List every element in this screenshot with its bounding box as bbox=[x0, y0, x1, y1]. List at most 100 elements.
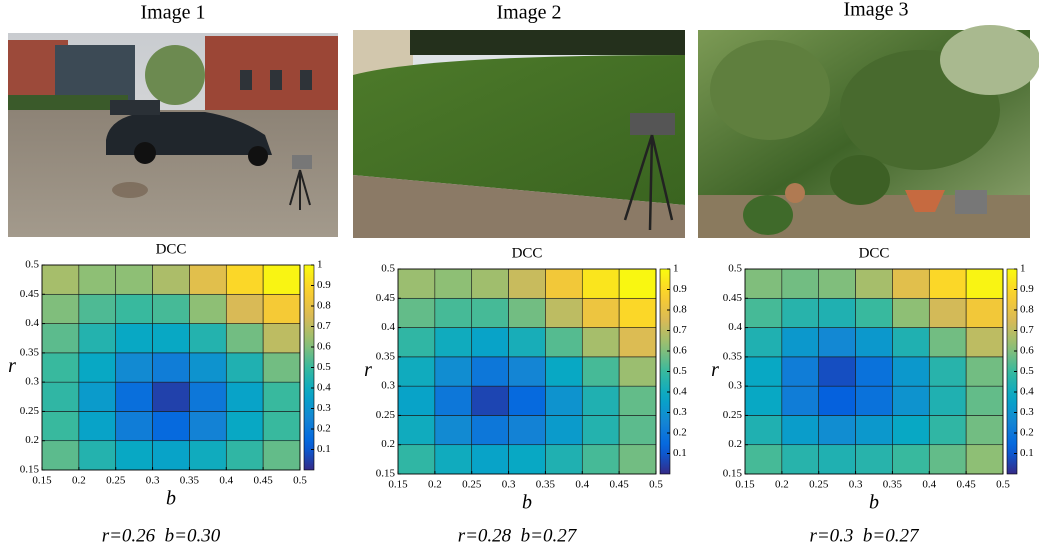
heatmap-cell bbox=[226, 441, 263, 470]
heatmap-cell bbox=[189, 411, 226, 440]
x-tick-label: 0.5 bbox=[293, 475, 307, 487]
y-tick-label: 0.5 bbox=[25, 259, 39, 271]
y-tick-label: 0.25 bbox=[20, 405, 40, 417]
colorbar-tick-label: 0.1 bbox=[673, 447, 687, 459]
heatmap-cell bbox=[472, 328, 509, 357]
heatmap-cell bbox=[929, 298, 966, 327]
y-tick-label: 0.15 bbox=[20, 464, 40, 476]
caption: r=0.3 b=0.27 bbox=[809, 525, 920, 546]
heatmap-cell bbox=[545, 445, 582, 474]
y-tick-label: 0.25 bbox=[723, 409, 743, 421]
heatmap-cell bbox=[856, 415, 893, 444]
colorbar-tick-label: 0.1 bbox=[317, 443, 331, 455]
x-tick-label: 0.15 bbox=[388, 479, 408, 491]
heatmap-cell bbox=[856, 386, 893, 415]
colorbar-tick-label: 0.6 bbox=[673, 345, 687, 357]
colorbar-tick-label: 1 bbox=[317, 259, 323, 271]
x-tick-label: 0.35 bbox=[536, 479, 556, 491]
heatmap-cell bbox=[435, 298, 472, 327]
y-tick-label: 0.4 bbox=[728, 321, 742, 333]
colorbar-tick-label: 0.1 bbox=[1020, 447, 1034, 459]
heatmap-cell bbox=[966, 415, 1003, 444]
heatmap-cell bbox=[545, 298, 582, 327]
heatmap-cell bbox=[116, 324, 153, 353]
heatmap-cell bbox=[189, 441, 226, 470]
heatmap-cell bbox=[892, 357, 929, 386]
colorbar-tick-label: 0.6 bbox=[1020, 345, 1034, 357]
heatmap-cell bbox=[79, 353, 116, 382]
y-axis-label: r bbox=[711, 359, 719, 381]
heatmap-cell bbox=[189, 353, 226, 382]
heatmap-cell bbox=[42, 294, 79, 323]
heatmap-cell bbox=[619, 328, 656, 357]
heatmap-cell bbox=[856, 269, 893, 298]
y-tick-label: 0.45 bbox=[376, 292, 396, 304]
heatmap-cell bbox=[42, 411, 79, 440]
heatmap-cell bbox=[929, 445, 966, 474]
y-tick-label: 0.35 bbox=[376, 350, 396, 362]
heatmap-cell bbox=[79, 441, 116, 470]
image-title: Image 2 bbox=[497, 2, 562, 24]
heatmap-cell bbox=[619, 386, 656, 415]
colorbar-tick-label: 0.3 bbox=[673, 406, 687, 418]
heatmap-cell bbox=[153, 294, 190, 323]
heatmap-cell bbox=[966, 357, 1003, 386]
x-tick-label: 0.45 bbox=[254, 475, 274, 487]
y-tick-label: 0.35 bbox=[20, 346, 40, 358]
x-tick-label: 0.3 bbox=[146, 475, 160, 487]
heatmap-cell bbox=[472, 298, 509, 327]
heatmap-cell bbox=[116, 441, 153, 470]
heatmap-cell bbox=[398, 445, 435, 474]
chart-title: DCC bbox=[156, 241, 187, 257]
heatmap-cell bbox=[189, 294, 226, 323]
colorbar-tick-label: 0.5 bbox=[317, 361, 331, 373]
heatmap-cell bbox=[966, 269, 1003, 298]
heatmap-cell bbox=[263, 441, 300, 470]
heatmap-cell bbox=[966, 328, 1003, 357]
heatmap-cell bbox=[79, 324, 116, 353]
colorbar-tick-label: 0.4 bbox=[317, 382, 331, 394]
heatmap-cell bbox=[545, 386, 582, 415]
x-tick-label: 0.5 bbox=[649, 479, 663, 491]
heatmap-cell bbox=[153, 382, 190, 411]
heatmap-cell bbox=[226, 382, 263, 411]
heatmap-cell bbox=[819, 445, 856, 474]
heatmap-cell bbox=[263, 324, 300, 353]
colorbar-tick-label: 0.5 bbox=[1020, 365, 1034, 377]
heatmap-cell bbox=[435, 269, 472, 298]
heatmap-cell bbox=[79, 382, 116, 411]
y-tick-label: 0.2 bbox=[25, 434, 39, 446]
x-tick-label: 0.2 bbox=[428, 479, 442, 491]
heatmap-cell bbox=[582, 357, 619, 386]
heatmap-cell bbox=[42, 265, 79, 294]
heatmap-cell bbox=[263, 294, 300, 323]
heatmap-cell bbox=[189, 265, 226, 294]
heatmap-cell bbox=[263, 382, 300, 411]
heatmap-cell bbox=[116, 411, 153, 440]
heatmap-cell bbox=[929, 357, 966, 386]
colorbar-tick-label: 0.7 bbox=[673, 324, 687, 336]
colorbar-tick-label: 0.9 bbox=[1020, 283, 1034, 295]
heatmap-cell bbox=[892, 386, 929, 415]
heatmap-cell bbox=[42, 441, 79, 470]
heatmap-cell bbox=[435, 328, 472, 357]
heatmap-cell bbox=[509, 445, 546, 474]
heatmap-cell bbox=[189, 382, 226, 411]
heatmap-cell bbox=[966, 386, 1003, 415]
heatmap-cell bbox=[929, 415, 966, 444]
heatmap-cell bbox=[116, 382, 153, 411]
heatmap-cell bbox=[42, 382, 79, 411]
heatmap-cell bbox=[782, 386, 819, 415]
heatmap-cell bbox=[509, 357, 546, 386]
heatmap-cell bbox=[472, 445, 509, 474]
heatmap-cell bbox=[153, 411, 190, 440]
colorbar-tick-label: 0.6 bbox=[317, 341, 331, 353]
heatmap-cell bbox=[398, 386, 435, 415]
x-axis-label: b bbox=[522, 492, 532, 514]
heatmap-cell bbox=[929, 386, 966, 415]
colorbar-tick-label: 0.9 bbox=[317, 279, 331, 291]
heatmap-cell bbox=[856, 298, 893, 327]
heatmap-cell bbox=[782, 357, 819, 386]
heatmap-cell bbox=[619, 298, 656, 327]
heatmap-cell bbox=[745, 415, 782, 444]
